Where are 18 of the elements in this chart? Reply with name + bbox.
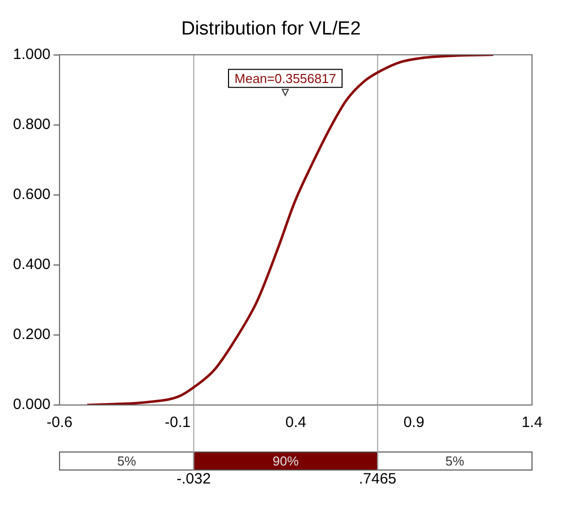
y-tick-label: 0.200 [12, 326, 51, 344]
y-tick-label: 0.600 [12, 186, 51, 204]
ref-line-label: .7465 [358, 470, 396, 488]
x-tick-label: 0.9 [403, 414, 424, 432]
x-tick-label: -0.1 [164, 414, 191, 432]
x-tick-label: 0.4 [285, 414, 306, 432]
text: 5% [445, 454, 465, 469]
y-tick-label: 0.000 [12, 396, 51, 414]
y-tick-label: 1.000 [12, 46, 51, 63]
x-tick-label: -0.6 [46, 414, 72, 432]
y-tick-label: 0.800 [12, 116, 51, 133]
chart-title: Distribution for VL/E2 [181, 18, 361, 40]
x-tick-label: 1.4 [522, 414, 542, 432]
ref-line-label: -.032 [176, 470, 211, 488]
annotation: Mean=0.3556817 [234, 70, 336, 86]
y-tick-label: 0.400 [12, 256, 51, 274]
text: 90% [272, 454, 300, 469]
text: 5% [117, 454, 136, 469]
